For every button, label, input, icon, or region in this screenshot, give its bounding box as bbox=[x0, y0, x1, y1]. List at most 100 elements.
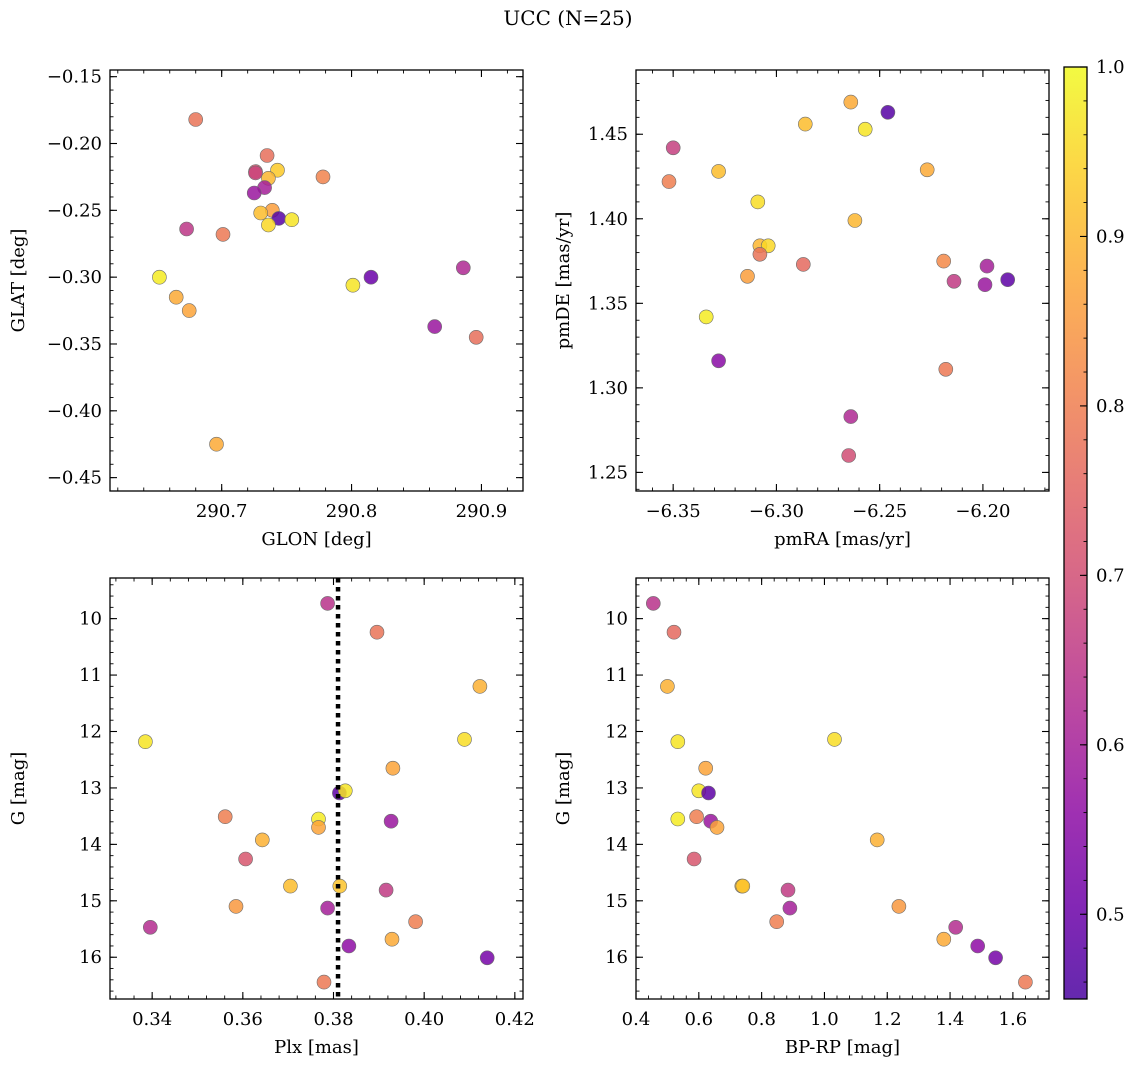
y-axis-label: GLAT [deg] bbox=[8, 229, 29, 333]
y-tick-label: 1.35 bbox=[588, 293, 628, 314]
y-tick-label: 12 bbox=[605, 722, 628, 743]
scatter-point bbox=[977, 277, 993, 293]
scatter-point bbox=[666, 624, 682, 640]
figure-title: UCC (N=25) bbox=[503, 6, 633, 30]
x-axis-label: pmRA [mas/yr] bbox=[774, 529, 911, 550]
x-tick-label: 1.4 bbox=[936, 1009, 965, 1030]
scatter-point bbox=[457, 732, 472, 747]
x-tick-label: 0.4 bbox=[622, 1009, 651, 1030]
x-tick-label: 0.34 bbox=[132, 1009, 172, 1030]
panel-glon-glat: 290.7 290.8 290.9 −0.45 −0.40 −0.35 −0.30 −0.25… bbox=[8, 67, 524, 550]
scatter-point bbox=[383, 813, 399, 829]
panel-plx-g: 0.34 0.36 0.38 0.40 0.42 10 11 12 13 14 15 16 Plx [m… bbox=[8, 577, 535, 1058]
scatter-point bbox=[670, 734, 686, 750]
y-tick-label: 13 bbox=[79, 778, 102, 799]
scatter-point bbox=[188, 112, 203, 127]
scatter-point bbox=[228, 899, 244, 914]
y-tick-label: −0.25 bbox=[47, 200, 102, 221]
scatter-point bbox=[938, 361, 954, 377]
y-axis-label: G [mag] bbox=[553, 752, 574, 825]
scatter-point bbox=[408, 914, 423, 930]
x-axis-label: Plx [mas] bbox=[274, 1037, 359, 1058]
y-tick-label: 10 bbox=[605, 609, 628, 630]
scatter-point bbox=[988, 950, 1003, 966]
scatter-point bbox=[1018, 974, 1033, 990]
y-axis-label: G [mag] bbox=[8, 752, 29, 825]
scatter-point bbox=[215, 227, 231, 242]
y-tick-label: 14 bbox=[79, 834, 102, 855]
scatter-point bbox=[735, 878, 751, 894]
scatter-point bbox=[769, 914, 785, 930]
scatter-point bbox=[217, 809, 233, 825]
axes-frame bbox=[635, 69, 1050, 492]
colorbar: 0.5 0.6 0.7 0.8 0.9 1.0 bbox=[1063, 57, 1125, 1000]
scatter-point bbox=[661, 174, 677, 189]
scatter-point bbox=[320, 596, 335, 611]
scatter-point bbox=[253, 205, 269, 221]
y-tick-label: −0.45 bbox=[47, 468, 102, 489]
y-tick-label: −0.30 bbox=[47, 267, 102, 288]
scatter-point bbox=[698, 760, 714, 776]
colorbar-tick-label: 0.8 bbox=[1096, 396, 1125, 417]
scatter-point bbox=[284, 212, 300, 227]
scatter-point bbox=[709, 820, 725, 835]
scatter-point bbox=[316, 974, 332, 990]
scatter-point bbox=[919, 162, 935, 178]
x-tick-label: 0.40 bbox=[404, 1009, 444, 1030]
scatter-point bbox=[689, 809, 704, 825]
x-tick-label: 0.6 bbox=[684, 1009, 713, 1030]
scatter-point bbox=[315, 169, 331, 185]
axes-frame bbox=[109, 69, 524, 492]
x-tick-label: 290.9 bbox=[456, 501, 508, 522]
scatter-point bbox=[797, 116, 813, 132]
scatter-point bbox=[181, 303, 197, 318]
y-tick-label: 16 bbox=[79, 947, 102, 968]
scatter-point bbox=[847, 213, 863, 228]
x-tick-label: −6.35 bbox=[646, 501, 701, 522]
y-tick-label: 1.30 bbox=[588, 378, 628, 399]
colorbar-tick-label: 0.7 bbox=[1096, 565, 1125, 586]
panel-bprp-g: 0.4 0.6 0.8 1.0 1.2 1.4 1.6 10 11 12 13 14 15 16 BP-RP… bbox=[553, 577, 1050, 1058]
colorbar-tick-label: 0.5 bbox=[1096, 904, 1125, 925]
colorbar-frame bbox=[1063, 66, 1088, 1000]
x-tick-label: 0.36 bbox=[223, 1009, 263, 1030]
scatter-point bbox=[384, 931, 400, 947]
x-tick-label: 290.8 bbox=[326, 501, 378, 522]
scatter-point bbox=[341, 938, 357, 954]
scatter-point bbox=[711, 353, 726, 369]
scatter-point bbox=[320, 900, 335, 916]
x-tick-label: −6.25 bbox=[852, 501, 907, 522]
scatter-point bbox=[378, 882, 394, 898]
scatter-point bbox=[843, 94, 859, 110]
scatter-point bbox=[780, 882, 796, 898]
y-tick-label: −0.40 bbox=[47, 401, 102, 422]
scatter-point bbox=[1000, 272, 1016, 288]
scatter-point bbox=[261, 217, 276, 233]
axes-frame bbox=[635, 577, 1050, 1000]
y-axis-label: pmDE [mas/yr] bbox=[553, 212, 574, 350]
y-tick-label: −0.35 bbox=[47, 334, 102, 355]
scatter-point bbox=[782, 900, 798, 916]
y-tick-label: 1.40 bbox=[588, 209, 628, 230]
scatter-point bbox=[880, 105, 896, 120]
scatter-point bbox=[479, 950, 495, 966]
y-tick-label: 11 bbox=[79, 665, 102, 686]
scatter-point bbox=[891, 899, 907, 914]
scatter-point bbox=[946, 273, 962, 289]
scatter-point bbox=[670, 811, 686, 827]
axes-frame bbox=[109, 577, 524, 1000]
y-tick-label: 1.25 bbox=[588, 462, 628, 483]
scatter-point bbox=[857, 121, 873, 137]
panel-pmra-pmde: −6.35 −6.30 −6.25 −6.20 1.25 1.30 1.35 1.40 1.45… bbox=[553, 69, 1050, 550]
x-tick-label: −6.20 bbox=[955, 501, 1010, 522]
scatter-point bbox=[660, 679, 675, 694]
scatter-point bbox=[665, 140, 681, 156]
x-axis-label: GLON [deg] bbox=[261, 529, 371, 550]
scatter-point bbox=[363, 269, 379, 285]
scatter-point bbox=[468, 329, 484, 345]
x-tick-label: 1.0 bbox=[810, 1009, 839, 1030]
scatter-point bbox=[337, 783, 353, 799]
scatter-point bbox=[152, 269, 167, 285]
scatter-point bbox=[345, 277, 361, 293]
scatter-point bbox=[827, 732, 842, 747]
